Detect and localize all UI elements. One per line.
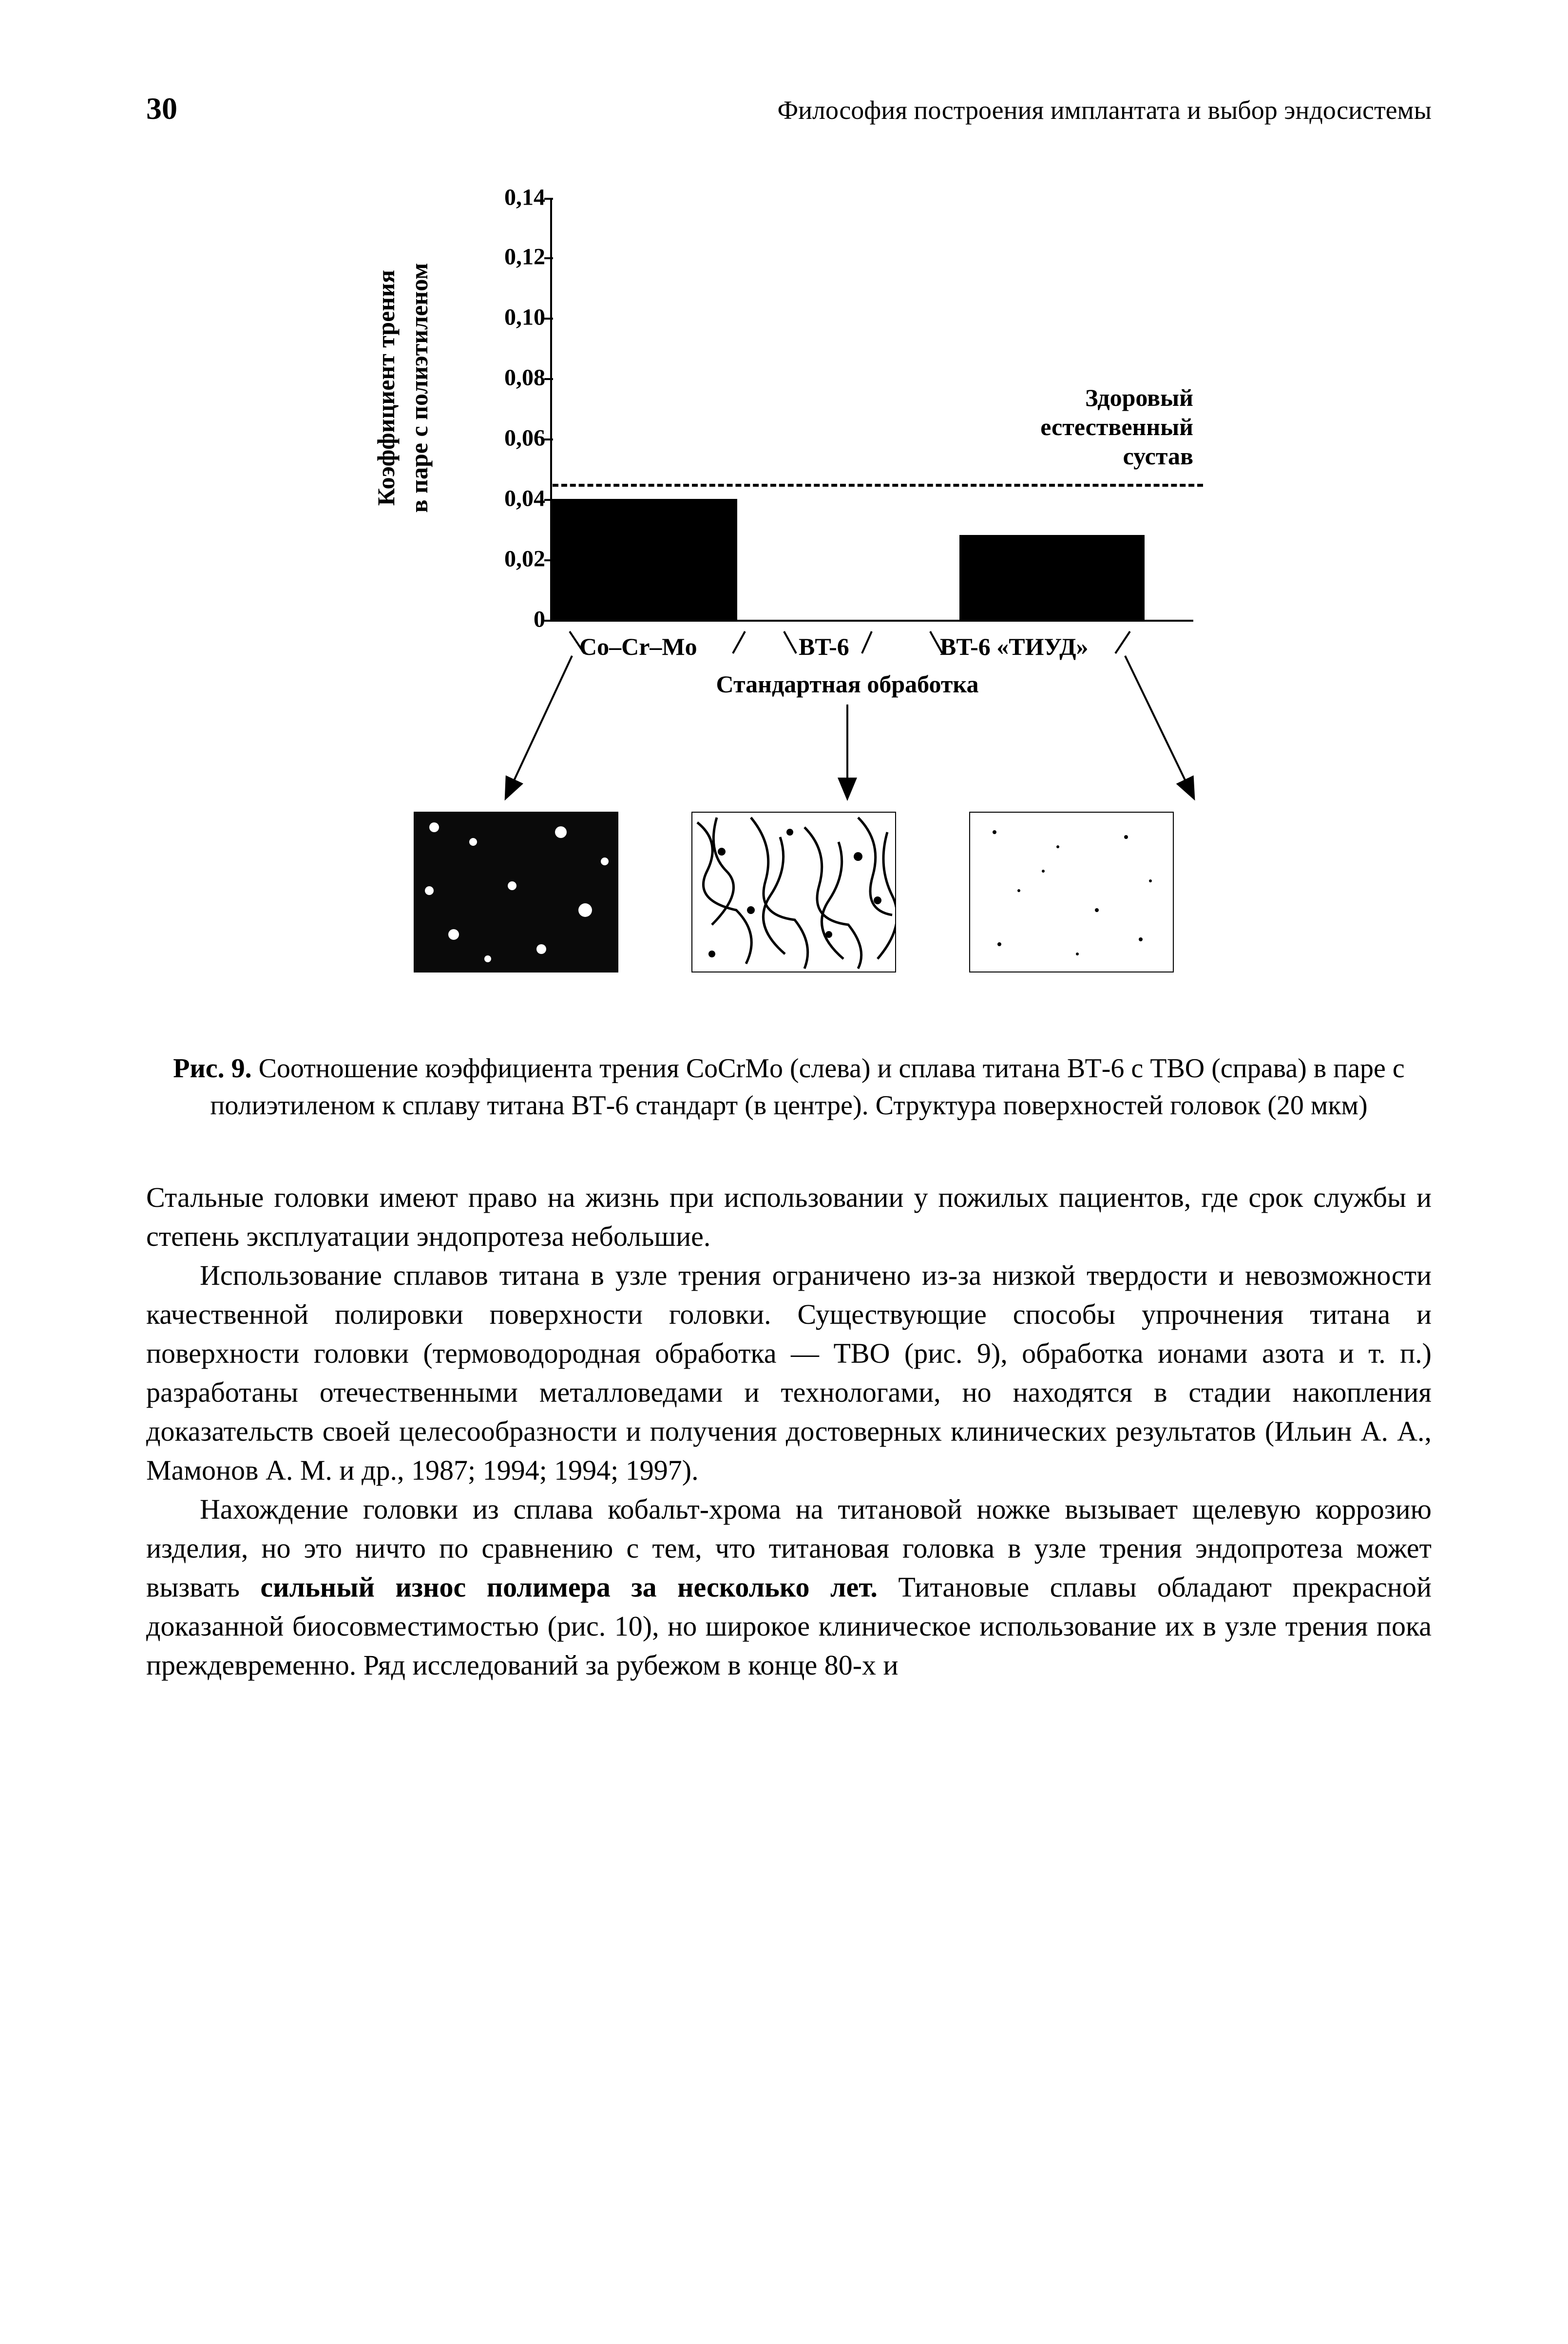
texture-svg xyxy=(970,813,1173,972)
texture-svg xyxy=(692,813,895,972)
figure-caption: Рис. 9. Соотношение коэффициента трения … xyxy=(155,1050,1422,1124)
texture-bt6 xyxy=(691,812,896,972)
y-axis-label: Коэффициент трения в паре с полиэтиленом xyxy=(370,217,436,558)
caption-text: Соотношение коэффициента трения CoCrMo (… xyxy=(210,1053,1404,1121)
y-axis-label-line2: в паре с полиэтиленом xyxy=(403,217,436,558)
paragraph-1: Стальные головки имеют право на жизнь пр… xyxy=(146,1178,1432,1256)
texture-svg xyxy=(415,813,617,972)
page-number: 30 xyxy=(146,88,177,130)
paragraph-3: Нахождение головки из сплава кобальт-хро… xyxy=(146,1490,1432,1685)
plot-region: 0 0,02 0,04 0,06 0,08 0,10 0,12 0,14 Здо… xyxy=(472,188,1223,675)
texture-row xyxy=(414,812,1174,972)
page-header: 30 Философия построения имплантата и выб… xyxy=(146,88,1432,130)
y-axis-label-line1: Коэффициент трения xyxy=(372,270,400,506)
paragraph-2: Использование сплавов титана в узле трен… xyxy=(146,1256,1432,1490)
figure-9: Коэффициент трения в паре с полиэтиленом… xyxy=(146,188,1432,1016)
texture-bt6-tiud xyxy=(969,812,1174,972)
chart-area: Коэффициент трения в паре с полиэтиленом… xyxy=(326,188,1252,1016)
connector-arrows xyxy=(472,188,1223,821)
texture-co-cr-mo xyxy=(414,812,618,972)
paragraph-3b-strong: сильный износ полимера за несколько лет. xyxy=(260,1571,877,1603)
running-title: Философия построения имплантата и выбор … xyxy=(777,93,1432,128)
caption-label: Рис. 9. xyxy=(173,1053,251,1084)
